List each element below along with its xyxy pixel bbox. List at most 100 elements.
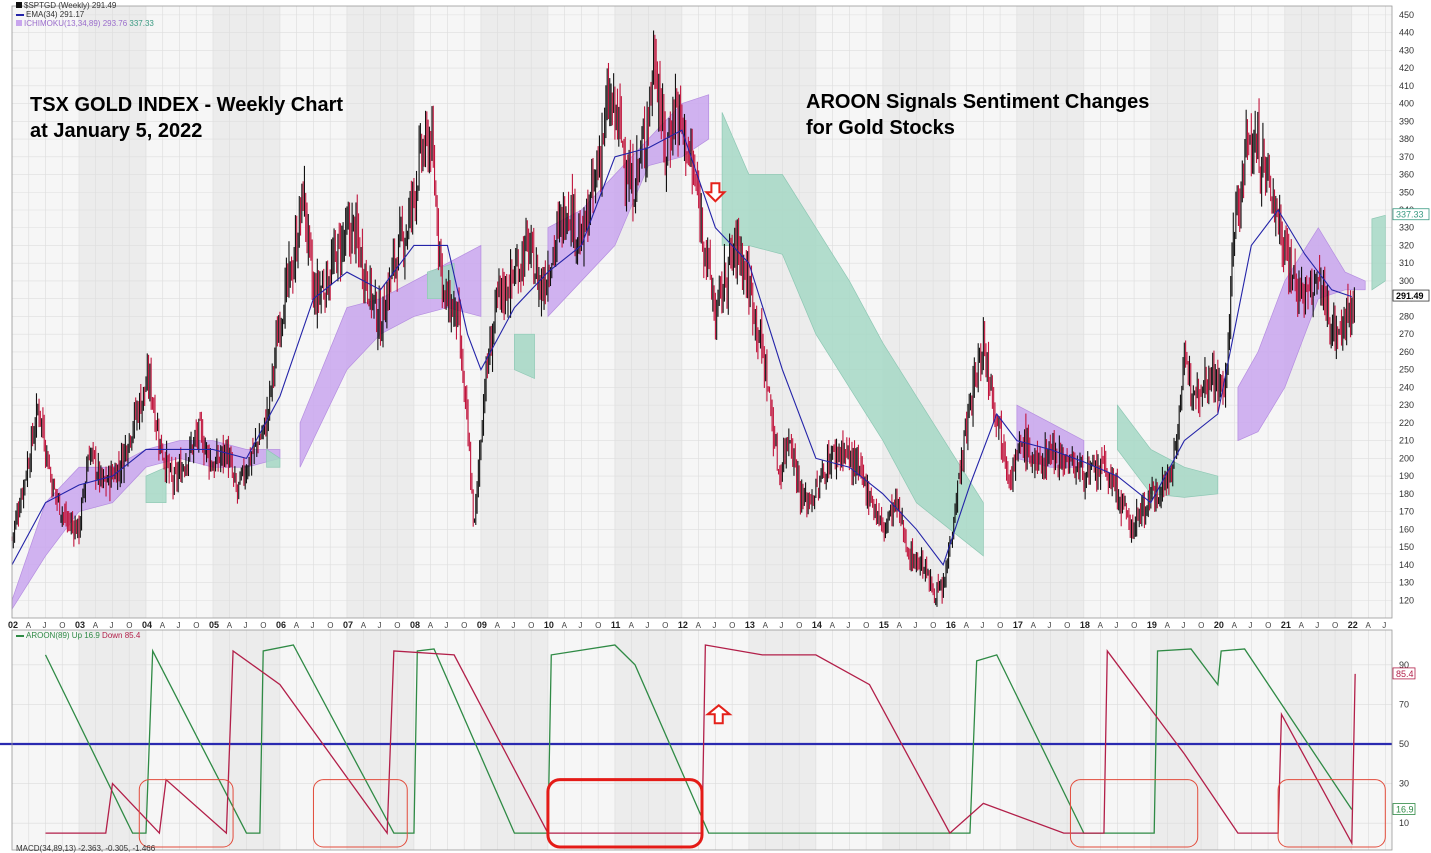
legend-ema-text: EMA(34) 291.17	[26, 10, 85, 19]
price-tick-label: 120	[1399, 595, 1414, 605]
price-tick-label: 140	[1399, 560, 1414, 570]
title-right-line1: AROON Signals Sentiment Changes	[806, 91, 1150, 113]
legend-ema: EMA(34) 291.17	[16, 10, 154, 19]
quarter-label: J	[1047, 621, 1051, 630]
quarter-label: O	[59, 621, 65, 630]
aroon-legend-down: Down 85.4	[102, 631, 141, 640]
price-tick-label: 270	[1399, 329, 1414, 339]
price-legend-icon	[16, 2, 22, 8]
year-label: 16	[946, 620, 956, 630]
aroon-legend: AROON(89) Up 16.9 Down 85.4	[16, 631, 140, 640]
quarter-label: J	[1181, 621, 1185, 630]
price-tick-label: 200	[1399, 453, 1414, 463]
quarter-label: J	[846, 621, 850, 630]
quarter-label: J	[779, 621, 783, 630]
macd-legend: MACD(34,89,13) -2.363, -0.305, -1.466	[16, 845, 155, 853]
quarter-label: J	[444, 621, 448, 630]
ichimoku-value-label: 337.33	[1396, 210, 1424, 220]
macd-legend-text: MACD(34,89,13) -2.363, -0.305, -1.466	[16, 844, 156, 853]
quarter-label: O	[327, 621, 333, 630]
cloud-bullish	[547, 94, 710, 318]
price-tick-label: 150	[1399, 542, 1414, 552]
legend-ichimoku: ICHIMOKU(13,34,89) 293.76 337.33	[16, 19, 154, 28]
price-tick-label: 250	[1399, 365, 1414, 375]
panel-frames	[11, 5, 1393, 851]
quarter-label: O	[997, 621, 1003, 630]
price-tick-label: 430	[1399, 45, 1414, 55]
price-tick-label: 230	[1399, 400, 1414, 410]
quarter-label: O	[1198, 621, 1204, 630]
quarter-label: A	[897, 621, 903, 630]
year-label: 05	[209, 620, 219, 630]
aroon-last-label: 85.4	[1396, 669, 1414, 679]
year-label: 18	[1080, 620, 1090, 630]
quarter-label: O	[126, 621, 132, 630]
cloud-bearish	[514, 333, 535, 380]
quarter-label: A	[696, 621, 702, 630]
price-tick-label: 190	[1399, 471, 1414, 481]
year-label: 14	[812, 620, 822, 630]
price-tick-label: 130	[1399, 578, 1414, 588]
price-tick-label: 240	[1399, 382, 1414, 392]
aroon-last-tag	[1392, 667, 1416, 680]
year-label: 22	[1348, 620, 1358, 630]
quarter-label: J	[243, 621, 247, 630]
quarter-label: O	[394, 621, 400, 630]
legend-price: $SPTGD (Weekly) 291.49	[16, 1, 154, 10]
highlight-box-strong	[546, 778, 704, 849]
quarter-label: A	[1299, 621, 1305, 630]
quarter-label: J	[377, 621, 381, 630]
quarter-label: A	[93, 621, 99, 630]
quarter-label: O	[930, 621, 936, 630]
quarter-label: J	[1114, 621, 1118, 630]
quarter-label: O	[1131, 621, 1137, 630]
price-candles	[11, 30, 1355, 607]
year-label: 04	[142, 620, 152, 630]
quarter-label: A	[629, 621, 635, 630]
quarter-label: O	[796, 621, 802, 630]
quarter-label: O	[595, 621, 601, 630]
quarter-label: J	[310, 621, 314, 630]
aroon-tick-label: 90	[1399, 660, 1409, 670]
aroon-tick-label: 70	[1399, 699, 1409, 709]
quarter-label: J	[913, 621, 917, 630]
title-right-line2: for Gold Stocks	[806, 117, 955, 139]
aroon-legend-icon	[16, 634, 24, 637]
quarter-label: J	[1382, 621, 1386, 630]
sell-signal-arrow	[703, 182, 727, 203]
price-tick-label: 370	[1399, 152, 1414, 162]
cloud-bearish	[1371, 214, 1386, 291]
price-tick-label: 410	[1399, 81, 1414, 91]
quarter-label: O	[528, 621, 534, 630]
price-tick-label: 180	[1399, 489, 1414, 499]
quarter-label: J	[980, 621, 984, 630]
year-label: 15	[879, 620, 889, 630]
year-label: 20	[1214, 620, 1224, 630]
aroon-panel-frame	[11, 629, 1393, 851]
quarter-label: J	[511, 621, 515, 630]
price-tick-label: 160	[1399, 524, 1414, 534]
aroon-last-tag	[1392, 803, 1416, 815]
chart-title-right: AROON Signals Sentiment Changes for Gold…	[806, 89, 1149, 141]
ema-legend-icon	[16, 13, 24, 16]
title-left-line2: at January 5, 2022	[30, 120, 203, 142]
cloud-bearish	[1116, 404, 1219, 498]
quarter-label: A	[562, 621, 568, 630]
aroon-lines	[0, 644, 1392, 846]
quarter-label: A	[227, 621, 233, 630]
quarter-label: A	[763, 621, 769, 630]
quarter-label: A	[830, 621, 836, 630]
quarter-label: A	[26, 621, 32, 630]
year-label: 06	[276, 620, 286, 630]
price-tick-label: 360	[1399, 170, 1414, 180]
aroon-tick-label: 30	[1399, 779, 1409, 789]
aroon-axis: 10 30 50 70 90 16.9 85.4	[1392, 660, 1416, 828]
quarter-label: O	[863, 621, 869, 630]
highlight-box	[312, 779, 408, 848]
quarter-label: A	[1366, 621, 1372, 630]
year-label: 12	[678, 620, 688, 630]
quarter-label: O	[461, 621, 467, 630]
year-label: 07	[343, 620, 353, 630]
date-axis: 02 A J O 03 A J O 04 A J O 05 A J O 06 A J O 07 A J O 08 A J O 09 A J O…	[0, 618, 1431, 630]
